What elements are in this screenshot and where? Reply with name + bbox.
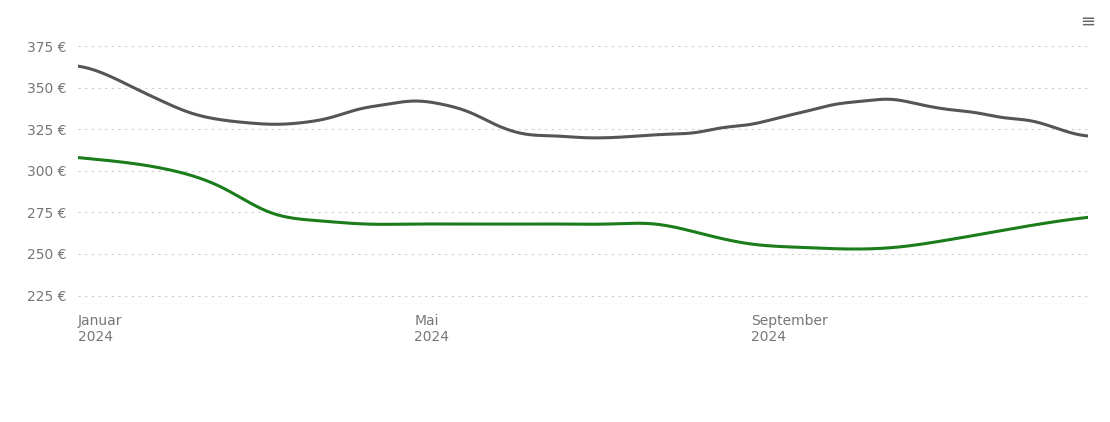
Text: ≡: ≡	[1080, 13, 1096, 31]
